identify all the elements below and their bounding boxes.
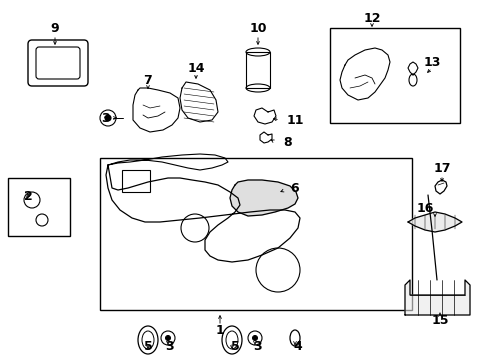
Text: 5: 5 (143, 339, 152, 352)
Circle shape (165, 336, 170, 341)
Text: 8: 8 (283, 135, 292, 149)
Circle shape (252, 336, 257, 341)
Text: 3: 3 (165, 339, 174, 352)
Text: 15: 15 (430, 314, 448, 327)
Bar (122, 170, 150, 192)
Bar (329, 28, 459, 123)
Text: 3: 3 (101, 112, 109, 125)
Text: 10: 10 (249, 22, 266, 35)
Text: 3: 3 (253, 339, 262, 352)
Text: 13: 13 (423, 55, 440, 68)
Text: 17: 17 (432, 162, 450, 175)
Text: 6: 6 (290, 181, 299, 194)
Bar (100, 158, 411, 310)
Text: 9: 9 (51, 22, 59, 35)
Text: 7: 7 (143, 73, 152, 86)
Polygon shape (404, 280, 469, 315)
Text: 12: 12 (363, 12, 380, 24)
Bar (8, 178, 70, 236)
Text: 11: 11 (285, 113, 303, 126)
Text: 16: 16 (415, 202, 433, 215)
Text: 1: 1 (215, 324, 224, 337)
Polygon shape (407, 212, 461, 232)
Text: 4: 4 (293, 339, 302, 352)
Text: 2: 2 (23, 189, 32, 202)
Polygon shape (229, 180, 297, 216)
Circle shape (105, 115, 111, 121)
Text: 5: 5 (230, 339, 239, 352)
Text: 14: 14 (187, 62, 204, 75)
Bar (245, 52, 269, 88)
